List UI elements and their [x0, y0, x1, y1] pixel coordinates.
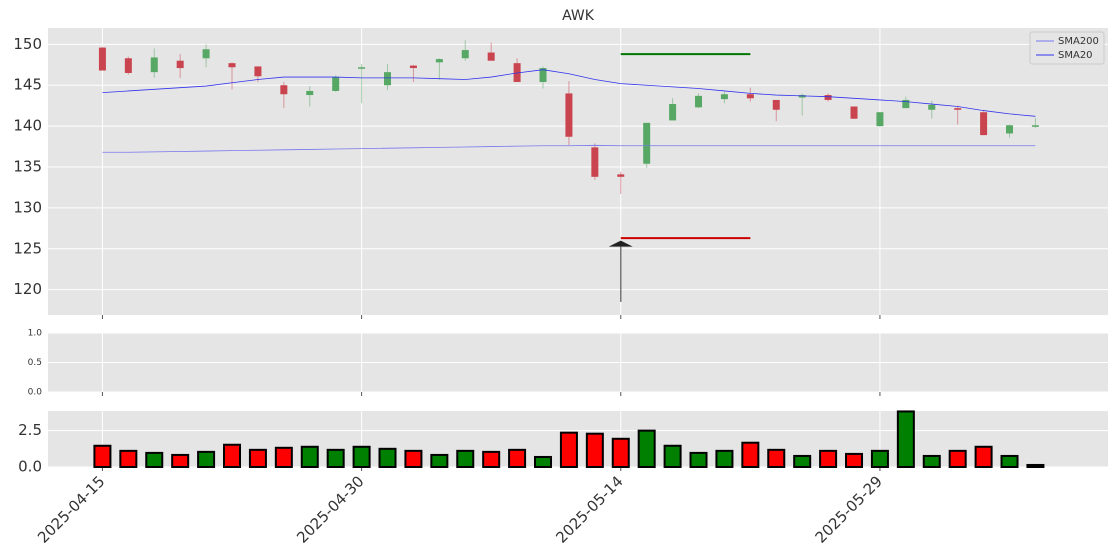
plot-area: [48, 28, 1108, 315]
candle-body: [254, 66, 262, 77]
chart-title: AWK: [562, 8, 595, 24]
y-tick-label: 0.0: [28, 388, 43, 398]
volume-bar: [845, 452, 864, 468]
x-tick-label: 2025-05-14: [552, 472, 626, 546]
volume-bar: [1026, 463, 1045, 468]
candle-body: [435, 59, 443, 63]
legend-label: SMA200: [1058, 36, 1099, 47]
candle-body: [798, 95, 806, 98]
candle-body: [669, 104, 677, 121]
candle-body: [720, 94, 728, 100]
volume-bar: [1000, 454, 1019, 469]
candle-body: [1031, 125, 1039, 127]
candle-body: [176, 60, 184, 69]
volume-bar: [793, 454, 812, 469]
volume-bar: [819, 449, 838, 469]
candle-body: [409, 65, 417, 69]
y-tick-label: 1.0: [28, 329, 43, 339]
candle-body: [280, 85, 288, 95]
candle-body: [772, 99, 780, 110]
arrow-head: [608, 240, 633, 247]
volume-bar: [145, 451, 164, 468]
legend-label: SMA20: [1058, 50, 1093, 61]
y-tick-label: 140: [13, 117, 42, 135]
candle-body: [565, 93, 573, 137]
candle-body: [591, 147, 599, 177]
candle-body: [928, 104, 936, 110]
volume-bar: [637, 429, 656, 468]
candle-body: [98, 47, 106, 71]
volume-bar: [404, 449, 423, 469]
volume-bar: [559, 431, 578, 469]
volume-bar: [300, 445, 319, 469]
x-tick-label: 2025-05-29: [812, 472, 886, 546]
volume-bar: [456, 449, 475, 469]
y-tick-label: 145: [13, 76, 42, 94]
volume-bar: [119, 449, 138, 469]
candle-body: [332, 77, 340, 91]
volume-bar: [715, 449, 734, 469]
volume-bar: [741, 441, 760, 468]
candle-body: [358, 67, 366, 69]
x-tick-label: 2025-04-30: [293, 472, 367, 546]
candle-body: [617, 174, 625, 177]
volume-bar: [197, 450, 216, 469]
sma-line: [102, 144, 1036, 153]
y-tick-label: 0.5: [28, 358, 42, 368]
y-tick-label: 125: [13, 239, 42, 257]
legend: [1029, 31, 1105, 65]
candle-body: [643, 122, 651, 164]
volume-bar: [326, 448, 345, 469]
volume-bar: [534, 455, 553, 468]
volume-bar: [171, 453, 190, 469]
candle-body: [850, 106, 858, 119]
volume-bar: [896, 410, 915, 469]
volume-bar: [93, 444, 112, 469]
volume-bar: [663, 444, 682, 469]
y-tick-label: 130: [13, 198, 42, 216]
volume-bar: [585, 432, 604, 469]
y-tick-label: 0.0: [18, 458, 42, 476]
candle-body: [539, 68, 547, 82]
candle-body: [902, 99, 910, 109]
candle-body: [384, 72, 392, 86]
volume-bar: [870, 449, 889, 469]
candle-body: [228, 63, 236, 68]
volume-bar: [248, 448, 267, 469]
candle-body: [980, 112, 988, 136]
volume-bar: [689, 451, 708, 468]
volume-bar: [611, 437, 630, 469]
candle-body: [513, 63, 521, 82]
x-tick-label: 2025-04-15: [34, 472, 108, 546]
volume-bar: [922, 454, 941, 469]
volume-bar: [948, 449, 967, 469]
y-tick-label: 2.5: [18, 421, 42, 439]
y-tick-label: 150: [13, 35, 42, 53]
y-tick-label: 120: [13, 280, 42, 298]
candle-body: [202, 49, 210, 59]
candle-body: [461, 50, 469, 59]
candle-body: [306, 90, 314, 96]
volume-bar: [223, 443, 242, 468]
candle-body: [1006, 125, 1014, 134]
volume-bar: [274, 446, 293, 468]
volume-bar: [974, 445, 993, 469]
volume-bar: [430, 453, 449, 469]
volume-bar: [482, 450, 501, 469]
candle-body: [695, 95, 703, 108]
candle-body: [487, 52, 495, 61]
candle-body: [954, 108, 962, 110]
volume-bar: [767, 448, 786, 469]
sma-line: [102, 69, 1036, 117]
y-tick-label: 135: [13, 158, 42, 176]
volume-bar: [352, 445, 371, 469]
candle-body: [746, 94, 754, 99]
volume-bar: [378, 447, 397, 468]
candle-body: [824, 95, 832, 100]
candle-body: [150, 57, 158, 73]
candle-body: [876, 112, 884, 127]
volume-bar: [508, 448, 527, 469]
candle-body: [124, 58, 132, 73]
